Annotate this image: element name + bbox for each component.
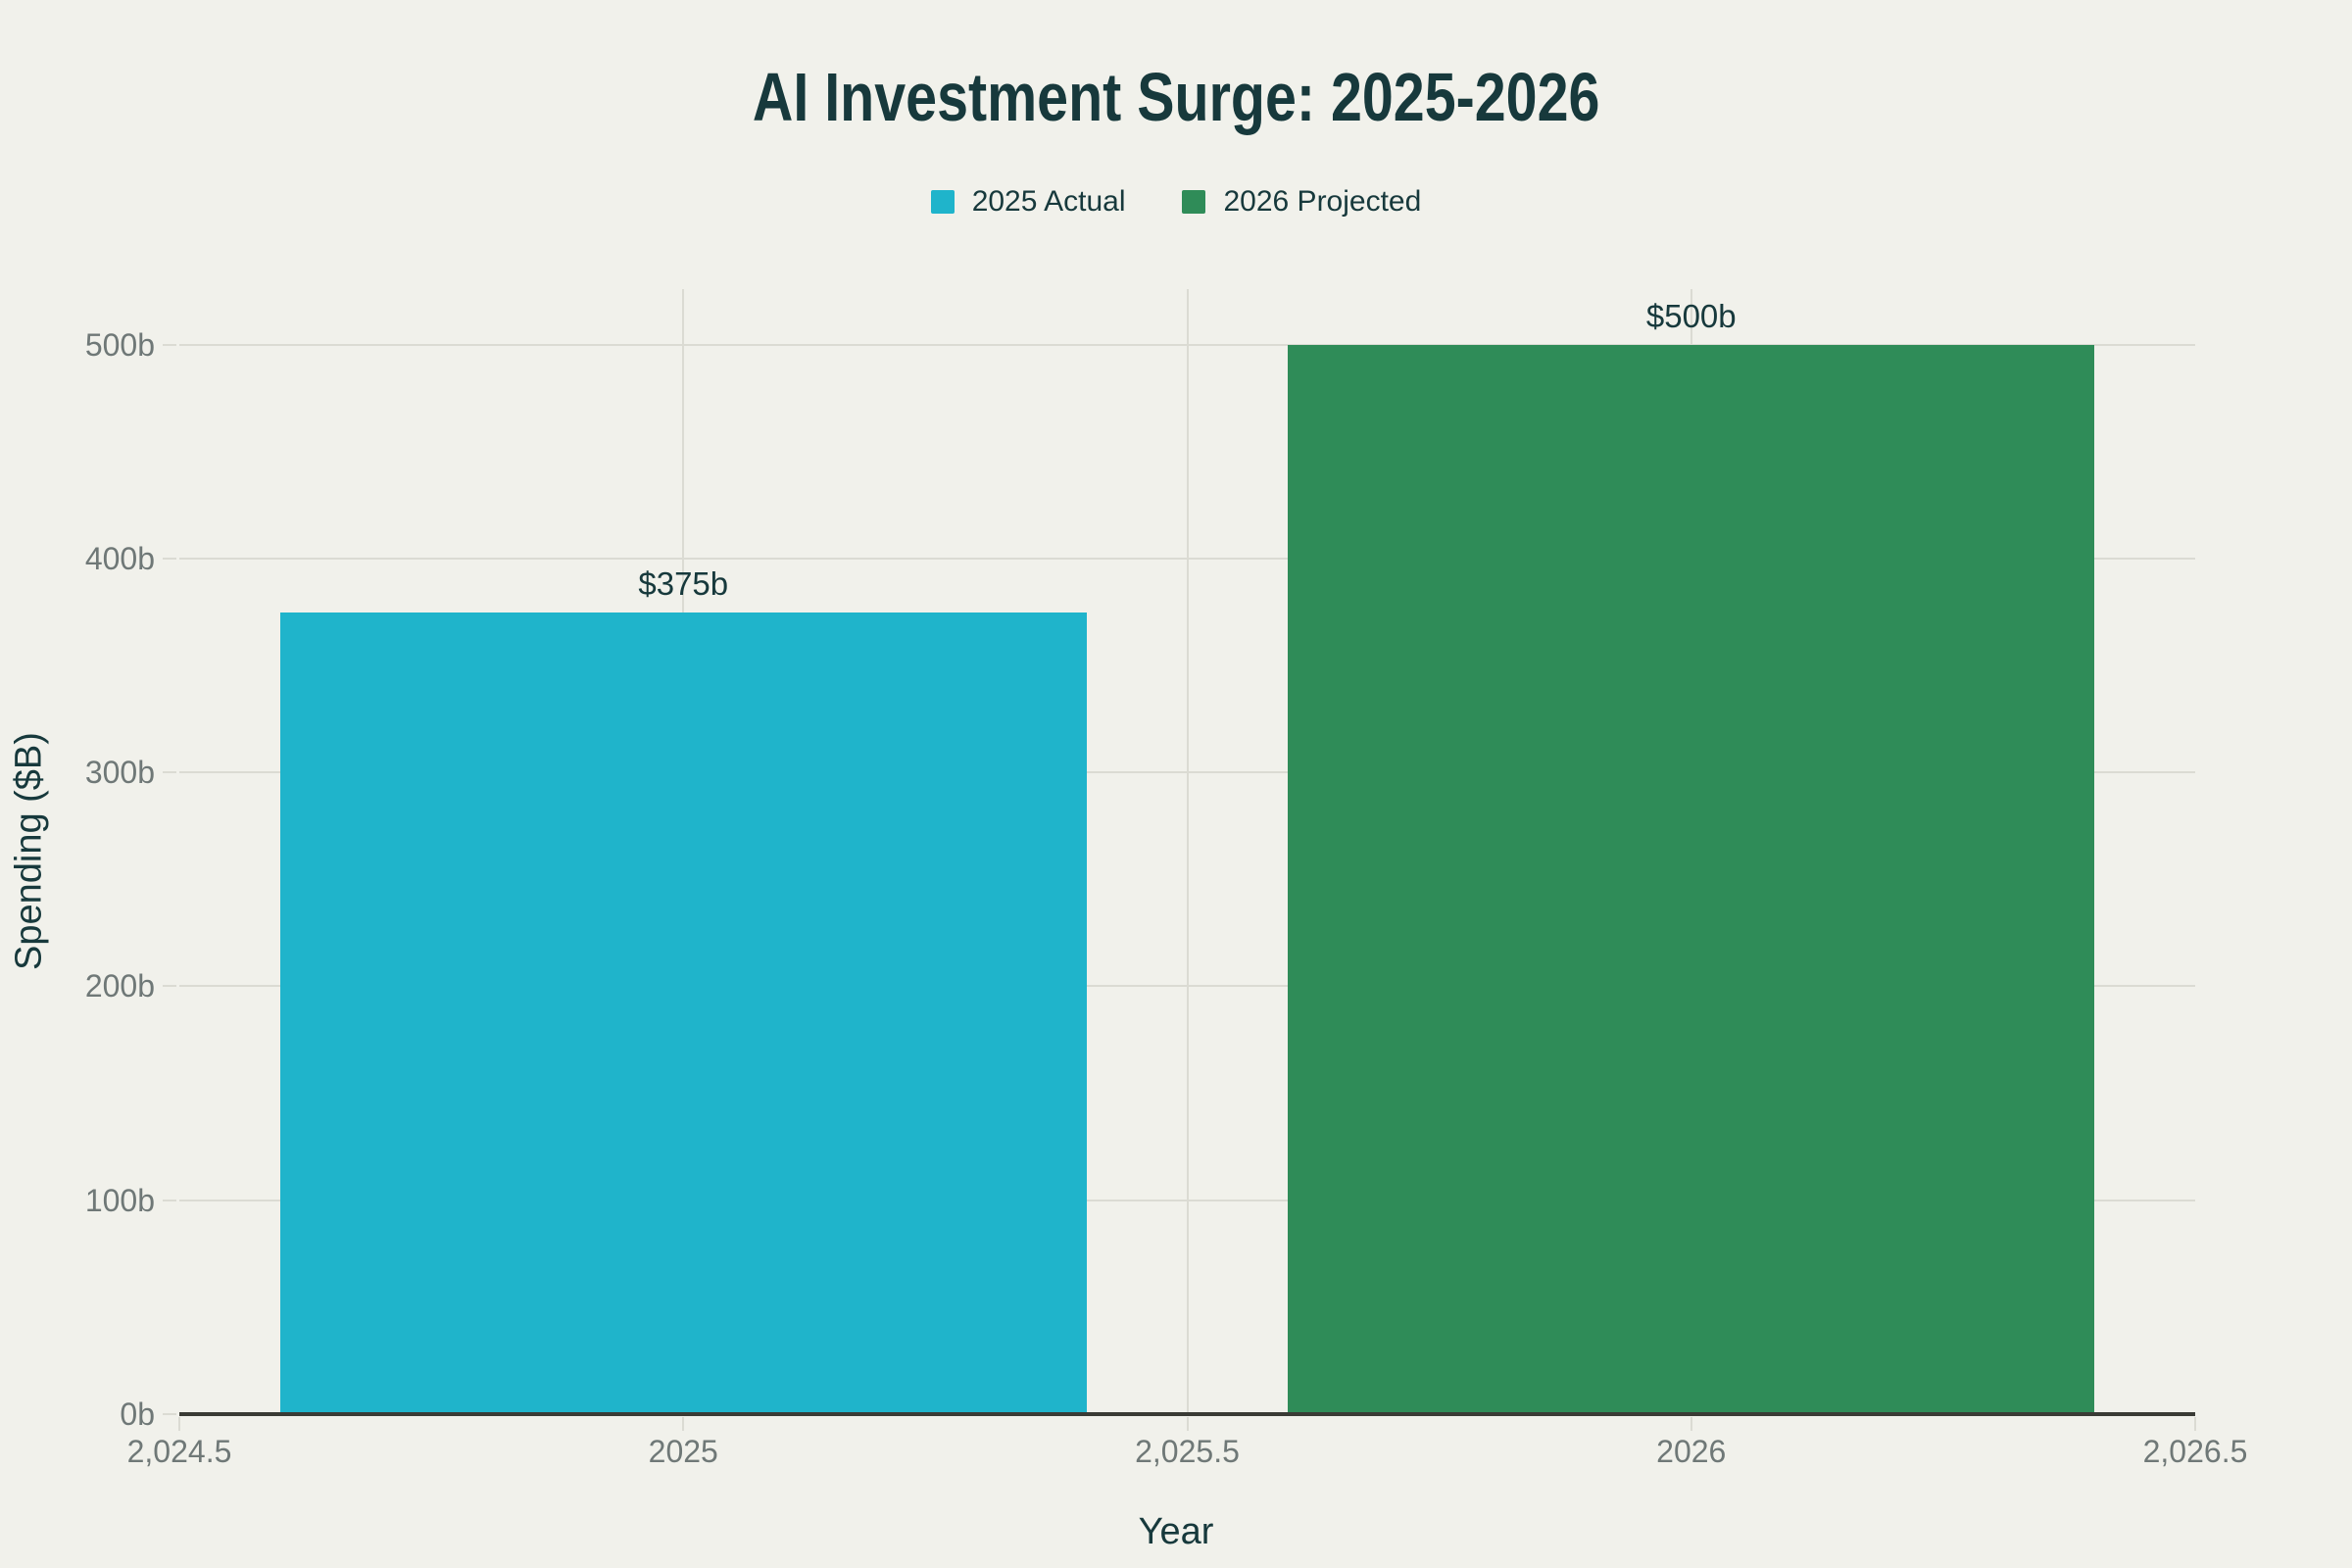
chart-title-text: AI Investment Surge: 2025-2026 (752, 59, 1600, 135)
bar-value-label-2026-projected: $500b (1645, 297, 1737, 334)
x-tick-label-2-026-5: 2,026.5 (2142, 1434, 2248, 1469)
x-tick-2026 (1690, 1417, 1692, 1431)
x-tick-2025 (682, 1417, 685, 1431)
y-tick-label-0b: 0b (120, 1396, 155, 1432)
y-tick-300b (163, 771, 176, 774)
y-tick-label-400b: 400b (84, 540, 155, 576)
legend-label-2026-projected: 2026 Projected (1223, 185, 1422, 218)
legend-swatch-2026-projected (1182, 190, 1206, 214)
x-tick-2-026-5 (2194, 1417, 2196, 1431)
bar-value-label-2025-actual: $375b (638, 564, 729, 602)
x-tick-2-025-5 (1186, 1417, 1189, 1431)
legend-label-2025-actual: 2025 Actual (971, 185, 1126, 218)
legend-swatch-2025-actual (930, 190, 955, 214)
y-tick-label-200b: 200b (84, 968, 155, 1004)
chart-title: AI Investment Surge: 2025-2026 (0, 58, 2352, 136)
x-axis-line (179, 1412, 2195, 1416)
y-tick-label-300b: 300b (84, 755, 155, 791)
legend-item-2025-actual[interactable]: 2025 Actual (930, 185, 1126, 219)
y-tick-400b (163, 557, 176, 560)
y-tick-label-100b: 100b (84, 1182, 155, 1218)
x-tick-label-2026: 2026 (1656, 1434, 1727, 1469)
x-axis-title: Year (1138, 1511, 1214, 1552)
x-tick-2-024-5 (178, 1417, 180, 1431)
y-tick-200b (163, 985, 176, 988)
legend: 2025 Actual 2026 Projected (0, 176, 2352, 227)
y-axis-title: Spending ($B) (8, 732, 50, 971)
bar-2025-actual[interactable] (279, 612, 1087, 1414)
plot-area: 0b 100b 200b 300b 400b 500b 2,024.5 2025 2,025.5… (85, 289, 2247, 1469)
y-tick-500b (163, 343, 176, 346)
x-gridline-2-025-5 (1186, 289, 1189, 1414)
legend-item-2026-projected[interactable]: 2026 Projected (1182, 185, 1421, 219)
y-tick-label-500b: 500b (84, 326, 155, 363)
x-tick-label-2-024-5: 2,024.5 (126, 1434, 232, 1469)
x-tick-label-2-025-5: 2,025.5 (1135, 1434, 1240, 1469)
x-tick-label-2025: 2025 (648, 1434, 718, 1469)
y-tick-100b (163, 1199, 176, 1201)
bar-2026-projected[interactable] (1288, 344, 2095, 1414)
y-tick-0b (163, 1413, 176, 1415)
